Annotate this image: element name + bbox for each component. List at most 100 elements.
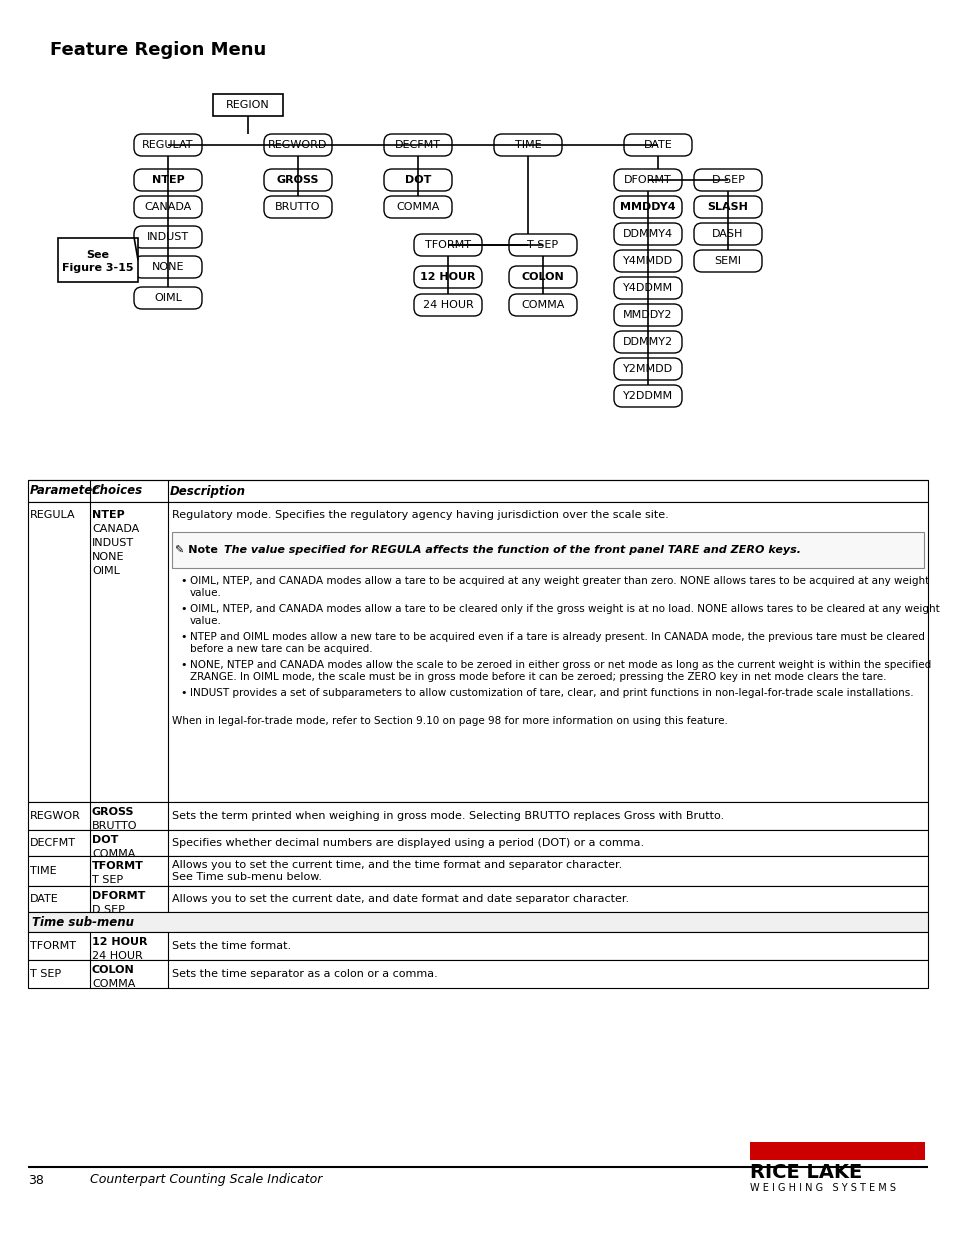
Text: BRUTTO: BRUTTO: [275, 203, 320, 212]
Text: Feature Region Menu: Feature Region Menu: [50, 41, 266, 59]
Text: BRUTTO: BRUTTO: [91, 821, 137, 831]
Text: REGULAT: REGULAT: [142, 140, 193, 149]
Text: COLON: COLON: [91, 965, 134, 974]
Text: DDMMY4: DDMMY4: [622, 228, 673, 240]
FancyBboxPatch shape: [494, 135, 561, 156]
Text: •: •: [180, 604, 186, 614]
FancyBboxPatch shape: [133, 256, 202, 278]
Text: Specifies whether decimal numbers are displayed using a period (DOT) or a comma.: Specifies whether decimal numbers are di…: [172, 839, 643, 848]
Bar: [28, 501, 927, 802]
Text: Y2DDMM: Y2DDMM: [622, 391, 673, 401]
Text: Y4DDMM: Y4DDMM: [622, 283, 673, 293]
Text: Time sub-menu: Time sub-menu: [32, 915, 133, 929]
FancyBboxPatch shape: [614, 358, 681, 380]
Text: The value specified for REGULA affects the function of the front panel TARE and : The value specified for REGULA affects t…: [224, 545, 801, 555]
Bar: [28, 830, 927, 856]
Text: GROSS: GROSS: [276, 175, 319, 185]
Bar: [58, 238, 138, 282]
FancyBboxPatch shape: [623, 135, 691, 156]
Text: Description: Description: [170, 484, 246, 498]
Bar: [28, 885, 927, 911]
Text: 38: 38: [28, 1173, 44, 1187]
FancyBboxPatch shape: [693, 169, 761, 191]
Bar: [213, 94, 283, 116]
FancyBboxPatch shape: [414, 266, 481, 288]
Text: Sets the time format.: Sets the time format.: [172, 941, 291, 951]
FancyBboxPatch shape: [614, 249, 681, 272]
Text: •: •: [180, 659, 186, 671]
Bar: [28, 480, 927, 501]
FancyBboxPatch shape: [264, 169, 332, 191]
Text: OIML: OIML: [91, 566, 120, 576]
Text: OIML: OIML: [153, 293, 182, 303]
Text: TIME: TIME: [30, 866, 56, 876]
Text: NONE: NONE: [91, 552, 125, 562]
FancyBboxPatch shape: [509, 294, 577, 316]
FancyBboxPatch shape: [614, 196, 681, 219]
FancyBboxPatch shape: [133, 226, 202, 248]
Text: W E I G H I N G   S Y S T E M S: W E I G H I N G S Y S T E M S: [749, 1183, 895, 1193]
FancyBboxPatch shape: [133, 169, 202, 191]
Text: OIML, NTEP, and CANADA modes allow a tare to be acquired at any weight greater t: OIML, NTEP, and CANADA modes allow a tar…: [190, 576, 928, 598]
Text: MMDDY2: MMDDY2: [622, 310, 672, 320]
Text: DFORMT: DFORMT: [91, 890, 145, 902]
FancyBboxPatch shape: [384, 169, 452, 191]
Text: SLASH: SLASH: [707, 203, 748, 212]
Text: Sets the term printed when weighing in gross mode. Selecting BRUTTO replaces Gro: Sets the term printed when weighing in g…: [172, 811, 723, 821]
Text: REGWOR: REGWOR: [30, 811, 81, 821]
Text: REGWORD: REGWORD: [268, 140, 327, 149]
FancyBboxPatch shape: [264, 196, 332, 219]
Text: MMDDY4: MMDDY4: [619, 203, 675, 212]
FancyBboxPatch shape: [384, 135, 452, 156]
FancyBboxPatch shape: [133, 196, 202, 219]
Text: Allows you to set the current time, and the time format and separator character.: Allows you to set the current time, and …: [172, 861, 621, 882]
Text: When in legal-for-trade mode, refer to Section 9.10 on page 98 for more informat: When in legal-for-trade mode, refer to S…: [172, 716, 727, 726]
Text: NONE: NONE: [152, 262, 184, 272]
Text: Y4MMDD: Y4MMDD: [622, 256, 673, 266]
Bar: [28, 932, 927, 960]
Text: •: •: [180, 632, 186, 642]
Text: Choices: Choices: [91, 484, 143, 498]
Text: DECFMT: DECFMT: [30, 839, 76, 848]
Bar: [28, 856, 927, 885]
Text: TIME: TIME: [515, 140, 540, 149]
FancyBboxPatch shape: [509, 266, 577, 288]
Text: DATE: DATE: [30, 894, 59, 904]
Bar: [172, 532, 923, 568]
Text: DASH: DASH: [712, 228, 743, 240]
Text: INDUST: INDUST: [147, 232, 189, 242]
Text: T SEP: T SEP: [91, 876, 123, 885]
FancyBboxPatch shape: [133, 287, 202, 309]
Text: REGULA: REGULA: [30, 510, 75, 520]
FancyBboxPatch shape: [614, 169, 681, 191]
Text: TFORMT: TFORMT: [91, 861, 144, 871]
FancyBboxPatch shape: [509, 233, 577, 256]
Text: Allows you to set the current date, and date format and date separator character: Allows you to set the current date, and …: [172, 894, 628, 904]
Text: COMMA: COMMA: [91, 848, 135, 860]
Text: DECFMT: DECFMT: [395, 140, 440, 149]
Bar: [28, 911, 927, 932]
Text: 24 HOUR: 24 HOUR: [422, 300, 473, 310]
Text: Counterpart Counting Scale Indicator: Counterpart Counting Scale Indicator: [90, 1173, 322, 1187]
Text: OIML, NTEP, and CANADA modes allow a tare to be cleared only if the gross weight: OIML, NTEP, and CANADA modes allow a tar…: [190, 604, 939, 626]
Text: NTEP: NTEP: [152, 175, 184, 185]
Text: COLON: COLON: [521, 272, 564, 282]
FancyBboxPatch shape: [614, 385, 681, 408]
Text: NTEP and OIML modes allow a new tare to be acquired even if a tare is already pr: NTEP and OIML modes allow a new tare to …: [190, 632, 923, 653]
FancyBboxPatch shape: [133, 135, 202, 156]
FancyBboxPatch shape: [693, 224, 761, 245]
Text: DFORMT: DFORMT: [623, 175, 671, 185]
Text: INDUST: INDUST: [91, 538, 134, 548]
Text: COMMA: COMMA: [520, 300, 564, 310]
Text: GROSS: GROSS: [91, 806, 134, 818]
Bar: [28, 960, 927, 988]
Text: INDUST provides a set of subparameters to allow customization of tare, clear, an: INDUST provides a set of subparameters t…: [190, 688, 913, 698]
Text: T SEP: T SEP: [30, 969, 61, 979]
FancyBboxPatch shape: [414, 294, 481, 316]
Text: D SEP: D SEP: [711, 175, 743, 185]
Text: RICE LAKE: RICE LAKE: [749, 1163, 862, 1182]
Text: Y2MMDD: Y2MMDD: [622, 364, 673, 374]
FancyBboxPatch shape: [693, 249, 761, 272]
FancyBboxPatch shape: [414, 233, 481, 256]
Text: Sets the time separator as a colon or a comma.: Sets the time separator as a colon or a …: [172, 969, 437, 979]
